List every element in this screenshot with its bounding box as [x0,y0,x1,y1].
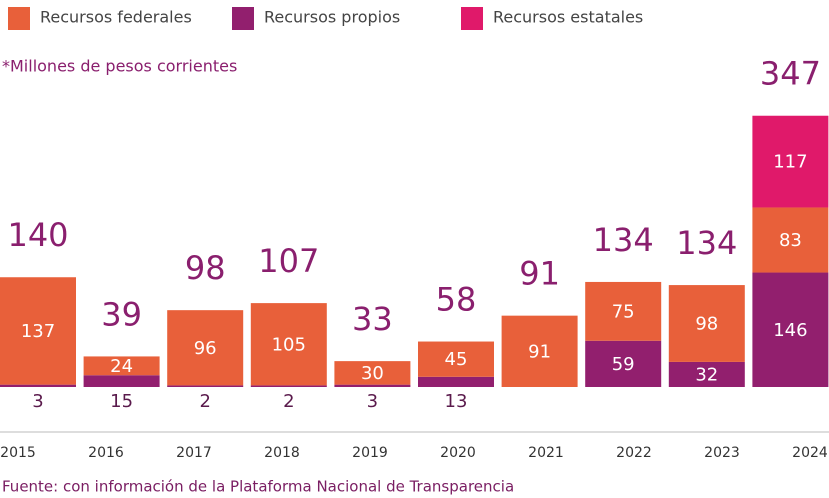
x-tick-label: 2018 [264,445,300,461]
value-label: 2 [199,391,210,412]
total-label: 39 [101,295,142,333]
value-label: 32 [695,364,718,385]
bar-segment [585,340,662,387]
x-tick-label: 2022 [616,445,652,461]
value-label: 105 [272,334,306,355]
note: *Millones de pesos corrientes [2,57,237,76]
x-tick-label: 2016 [88,445,124,461]
total-label: 33 [352,300,393,338]
source: Fuente: con información de la Plataforma… [2,478,514,496]
value-label: 24 [110,356,133,377]
value-label: 59 [612,354,635,375]
total-label: 98 [185,249,226,287]
total-label: 58 [436,281,477,319]
bar-segment [501,315,578,387]
value-label: 3 [367,391,378,412]
legend-label: Recursos federales [40,8,192,27]
bar-segment [83,375,160,387]
total-label: 91 [519,255,560,293]
legend-swatch [8,7,30,30]
value-label: 30 [361,363,384,384]
bar-segment [83,356,160,376]
legend-label: Recursos estatales [493,8,643,27]
bar-segment [752,272,829,387]
legend-swatch [461,7,483,30]
value-label: 91 [528,341,551,362]
value-label: 146 [773,320,807,341]
legend-swatch [232,7,254,30]
bar-segment [334,384,411,387]
bar-segment [167,385,244,387]
x-tick-label: 2019 [352,445,388,461]
bar-segment [0,277,76,385]
x-tick-label: 2015 [0,445,36,461]
bar-segment [418,376,494,387]
value-label: 15 [110,391,133,412]
total-label: 107 [258,242,319,280]
bar-segment [167,310,244,386]
value-label: 117 [773,152,807,173]
total-label: 134 [593,221,654,259]
x-tick-label: 2020 [440,445,476,461]
x-tick-label: 2021 [528,445,564,461]
total-label: 140 [7,216,68,254]
bar-segment [752,207,829,273]
bar-segment [0,384,76,387]
bar-segment [585,281,662,341]
total-label: 134 [676,224,737,262]
value-label: 83 [779,230,802,251]
bar-segment [668,361,745,387]
value-label: 3 [32,391,43,412]
value-label: 75 [612,301,635,322]
bar-segment [752,115,829,208]
value-label: 137 [21,321,55,342]
value-label: 98 [695,313,718,334]
x-tick-label: 2017 [176,445,212,461]
bar-segment [334,361,411,385]
bar-segment [668,285,745,362]
x-tick-label: 2024 [792,445,828,461]
x-tick-label: 2023 [704,445,740,461]
value-label: 2 [283,391,294,412]
value-label: 45 [445,349,468,370]
legend-label: Recursos propios [264,8,400,27]
bar-segment [250,303,327,386]
bar-segment [250,385,327,387]
bar-segment [418,341,494,377]
total-label: 347 [760,55,821,93]
value-label: 13 [445,391,468,412]
value-label: 96 [194,338,217,359]
